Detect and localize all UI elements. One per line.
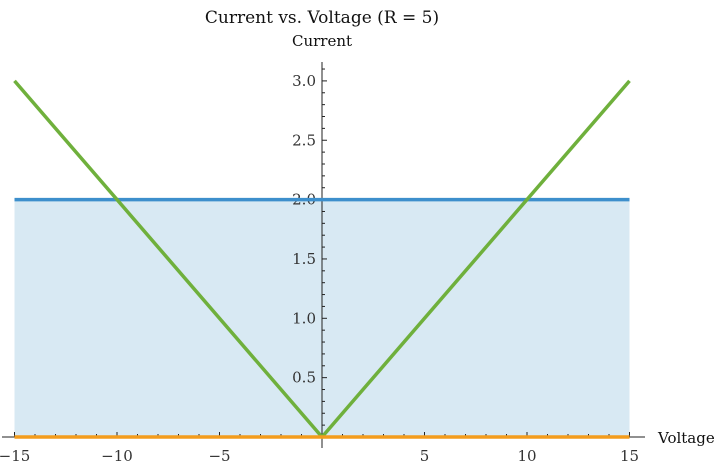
x-tick-label: −10 bbox=[101, 447, 133, 465]
x-tick-label: 10 bbox=[517, 447, 536, 465]
x-tick-label: 15 bbox=[620, 447, 639, 465]
y-axis-label: Current bbox=[292, 32, 352, 50]
y-tick-label: 1.5 bbox=[292, 250, 316, 268]
plot-area: −15 −10 −5 5 10 150.51.01.52.02.53.0 bbox=[0, 62, 645, 465]
x-axis-label: Voltage bbox=[657, 429, 715, 447]
y-tick-label: 3.0 bbox=[292, 72, 316, 90]
chart-title: Current vs. Voltage (R = 5) bbox=[205, 8, 439, 28]
y-tick-label: 2.5 bbox=[292, 131, 316, 149]
x-tick-label: −15 bbox=[0, 447, 30, 465]
x-tick-label: 5 bbox=[420, 447, 430, 465]
y-tick-label: 0.5 bbox=[292, 369, 316, 387]
y-tick-label: 1.0 bbox=[292, 309, 316, 327]
x-tick-label: −5 bbox=[208, 447, 230, 465]
